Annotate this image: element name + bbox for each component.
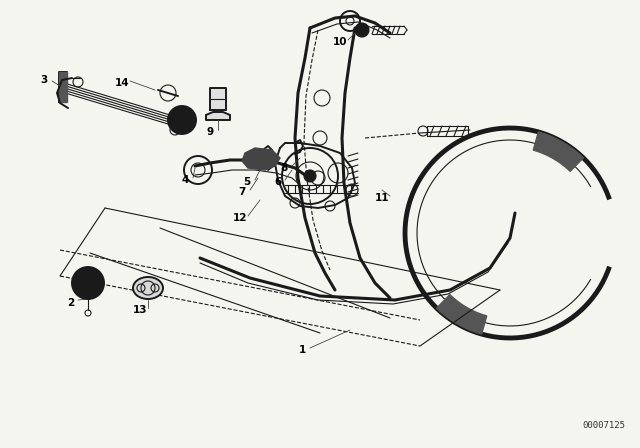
Text: 3: 3 (40, 75, 47, 85)
Text: 4: 4 (181, 175, 189, 185)
Polygon shape (59, 72, 67, 102)
Text: 10: 10 (333, 37, 348, 47)
Polygon shape (206, 112, 230, 120)
Polygon shape (436, 295, 487, 334)
Text: 5: 5 (243, 177, 251, 187)
Ellipse shape (133, 277, 163, 299)
Text: 1: 1 (298, 345, 306, 355)
Text: 8: 8 (280, 163, 287, 173)
Polygon shape (242, 148, 280, 170)
Circle shape (355, 23, 369, 37)
Text: 7: 7 (238, 187, 246, 197)
Text: 12: 12 (233, 213, 247, 223)
Text: 11: 11 (375, 193, 389, 203)
Polygon shape (210, 88, 226, 110)
Text: 2: 2 (67, 298, 75, 308)
Text: 00007125: 00007125 (582, 421, 625, 430)
Text: 6: 6 (275, 177, 282, 187)
Circle shape (304, 170, 316, 182)
Circle shape (168, 106, 196, 134)
Text: 14: 14 (115, 78, 129, 88)
Text: 13: 13 (132, 305, 147, 315)
Polygon shape (533, 132, 584, 172)
Circle shape (72, 267, 104, 299)
Text: 9: 9 (207, 127, 214, 137)
